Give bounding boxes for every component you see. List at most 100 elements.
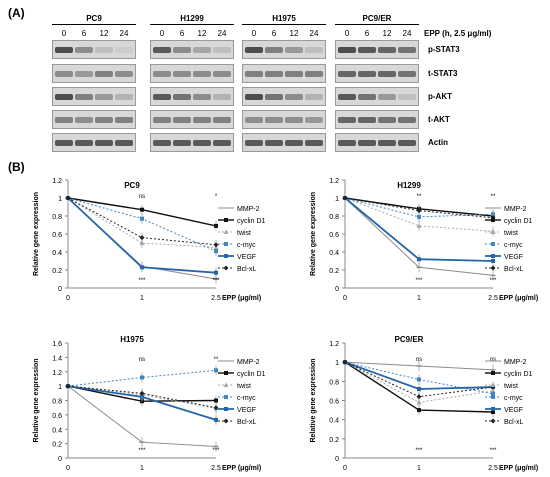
timepoint-label: 24 <box>119 29 129 38</box>
blot-band <box>213 71 231 77</box>
legend-label: Bcl-xL <box>504 419 524 426</box>
data-point <box>139 235 145 241</box>
y-tick-label: 1.2 <box>329 341 339 348</box>
timepoint-label: 12 <box>382 29 392 38</box>
legend-marker <box>223 382 229 387</box>
timepoint-label: 6 <box>271 29 277 38</box>
legend-label: c-myc <box>504 242 523 249</box>
legend-marker <box>490 382 496 387</box>
legend-marker <box>491 407 495 411</box>
blot-band <box>285 94 303 100</box>
y-axis-label: Relative gene expression <box>33 358 40 442</box>
blot-band <box>378 94 396 100</box>
legend-label: cyclin D1 <box>504 371 533 378</box>
blot-band <box>55 140 73 146</box>
data-point <box>417 257 421 262</box>
blot-band <box>305 94 323 100</box>
data-point <box>342 195 348 201</box>
blot-band <box>153 94 171 100</box>
blot-band <box>173 117 191 123</box>
y-tick-label: 0 <box>335 286 339 293</box>
y-tick-label: 0.8 <box>52 214 62 221</box>
cell-line-label: H1299 <box>180 14 204 23</box>
blot-band <box>245 47 263 53</box>
legend-label: Bcl-xL <box>237 266 257 273</box>
legend-label: twist <box>504 230 518 237</box>
legend-label: cyclin D1 <box>237 371 266 378</box>
legend-label: MMP-2 <box>504 359 527 366</box>
significance-label: ns <box>139 357 145 363</box>
x-tick-label: 1 <box>417 295 421 302</box>
y-tick-label: 0.2 <box>329 437 339 444</box>
legend-marker <box>224 242 228 246</box>
blot-band <box>95 71 113 77</box>
significance-label: *** <box>138 278 146 284</box>
blot-band <box>358 71 376 77</box>
blot-band <box>265 71 283 77</box>
data-point <box>417 408 421 413</box>
x-tick-label: 2.5 <box>211 465 221 472</box>
blot-strip <box>150 87 234 106</box>
data-point <box>416 399 422 405</box>
x-axis-label: EPP (μg/ml) <box>499 295 538 302</box>
data-point <box>342 359 348 365</box>
y-tick-label: 1.2 <box>52 370 62 377</box>
data-point <box>214 270 218 275</box>
legend-marker <box>490 229 496 234</box>
data-point <box>416 223 422 228</box>
treatment-label: EPP (h, 2.5 μg/ml) <box>424 29 492 38</box>
series-line <box>67 385 217 409</box>
blot-band <box>55 117 73 123</box>
legend-marker <box>224 218 228 222</box>
blot-row-label: Actin <box>428 138 448 147</box>
timepoint-label: 0 <box>61 29 67 38</box>
significance-label: ns <box>139 194 145 200</box>
data-point <box>214 223 218 228</box>
data-point <box>140 216 144 221</box>
blot-strip <box>52 110 136 129</box>
chart-title: PC9 <box>124 181 140 190</box>
legend-label: cyclin D1 <box>504 218 533 225</box>
blot-band <box>213 94 231 100</box>
blot-band <box>115 47 133 53</box>
timepoint-label: 24 <box>217 29 227 38</box>
x-tick-label: 0 <box>343 295 347 302</box>
blot-band <box>55 94 73 100</box>
blot-strip <box>52 64 136 83</box>
blot-band <box>173 94 191 100</box>
y-tick-label: 0.8 <box>329 379 339 386</box>
blot-band <box>378 117 396 123</box>
blot-band <box>193 94 211 100</box>
legend-label: MMP-2 <box>504 206 527 213</box>
blot-row-label: p-STAT3 <box>428 45 460 54</box>
legend-marker <box>224 254 228 258</box>
legend-label: VEGF <box>237 407 256 414</box>
data-point <box>140 207 144 212</box>
y-tick-label: 0 <box>58 456 62 463</box>
data-point <box>417 377 421 382</box>
blot-band <box>265 140 283 146</box>
blot-band <box>75 117 93 123</box>
data-point <box>417 214 421 219</box>
x-tick-label: 1 <box>417 465 421 472</box>
data-point <box>140 375 144 380</box>
significance-label: *** <box>212 448 220 454</box>
legend-label: cyclin D1 <box>237 218 266 225</box>
blot-strip <box>242 133 326 152</box>
legend-marker <box>491 242 495 246</box>
data-point <box>65 195 71 201</box>
blot-band <box>153 140 171 146</box>
blot-band <box>173 47 191 53</box>
data-point <box>491 410 495 414</box>
blot-band <box>213 140 231 146</box>
data-point <box>491 259 495 263</box>
blot-band <box>398 47 416 53</box>
data-point <box>416 394 422 400</box>
blot-band <box>358 47 376 53</box>
blot-band <box>378 47 396 53</box>
timepoint-label: 12 <box>289 29 299 38</box>
blot-band <box>153 117 171 123</box>
y-tick-label: 0.2 <box>52 442 62 449</box>
series-line <box>344 197 494 232</box>
